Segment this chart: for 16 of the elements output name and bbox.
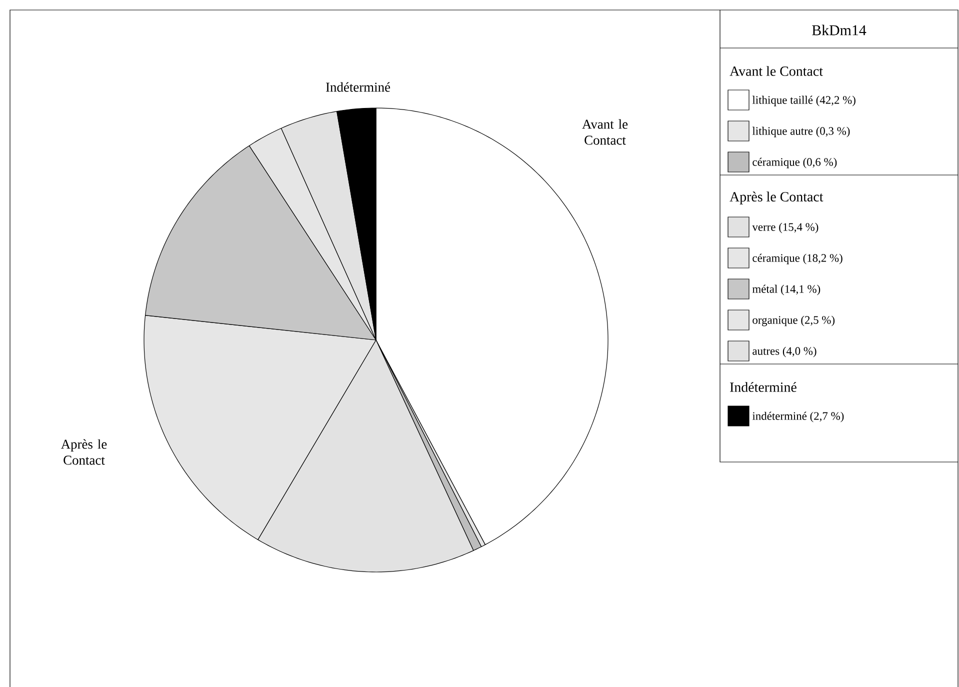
text: Après le Contact [60,439,107,465]
text: Avant le Contact [582,119,628,145]
text: Avant le Contact [730,66,823,76]
legend-label: indéterminé (2,7 %) [752,412,844,422]
text: Indéterminé [730,382,796,392]
legend-label: verre (15,4 %) [752,222,818,234]
legend-label: autres (4,0 %) [752,346,816,358]
legend-label: céramique (0,6 %) [752,158,837,168]
chart-title: BkDm14 [812,24,866,36]
legend-label: organique (2,5 %) [752,316,835,326]
legend-label: céramique (18,2 %) [752,254,842,264]
legend-label: lithique taillé (42,2 %) [752,96,856,106]
text: Indéterminé [326,82,390,92]
legend-label: lithique autre (0,3 %) [752,126,850,138]
legend-label: métal (14,1 %) [752,284,820,296]
text: Après le Contact [730,192,824,204]
